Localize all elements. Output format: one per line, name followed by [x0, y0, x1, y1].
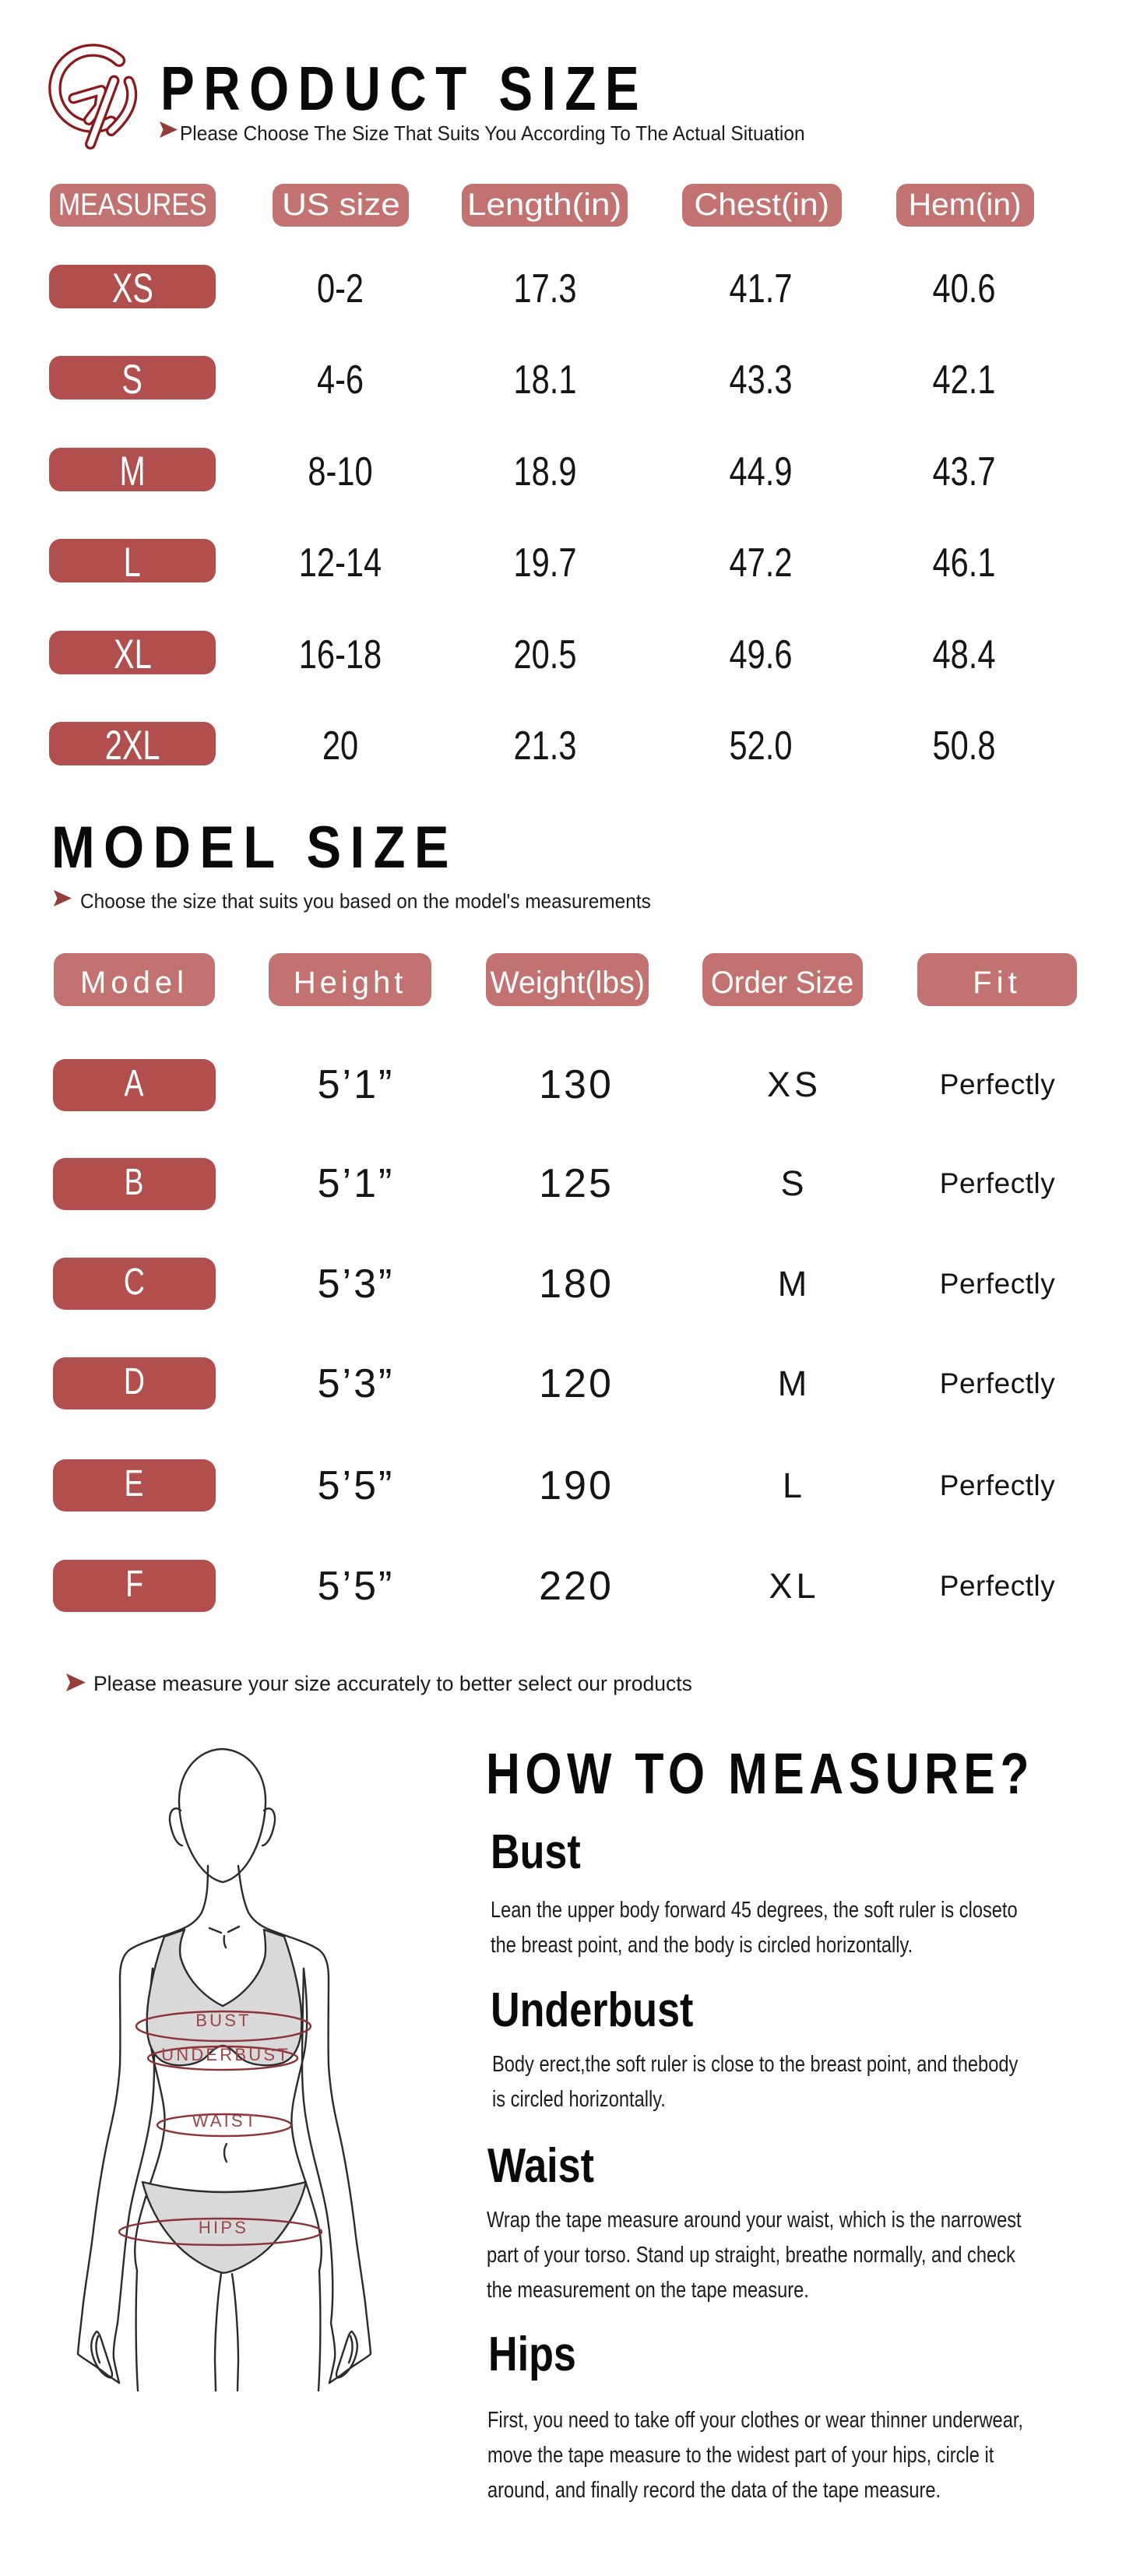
svg-text:HIPS: HIPS — [199, 2218, 248, 2237]
svg-text:BUST: BUST — [195, 2011, 251, 2030]
svg-text:UNDERBUST: UNDERBUST — [161, 2045, 290, 2064]
svg-text:WAIST: WAIST — [192, 2111, 259, 2131]
